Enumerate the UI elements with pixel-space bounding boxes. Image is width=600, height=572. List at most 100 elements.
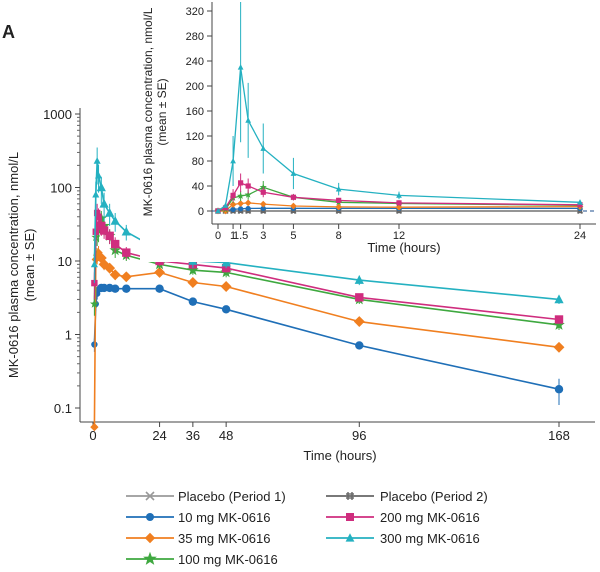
inset-y-label-line2: (mean ± SE) (155, 78, 169, 145)
main-data-point (554, 385, 564, 394)
legend-label: Placebo (Period 2) (380, 489, 488, 504)
main-data-point (97, 221, 106, 231)
main-data-point (122, 284, 131, 293)
legend-swatch-marker (346, 513, 354, 521)
inset-series (214, 2, 584, 215)
main-x-tick-label: 0 (89, 428, 96, 443)
main-data-point (187, 277, 199, 288)
inset-x-tick-label: 8 (336, 230, 342, 242)
inset-data-point (237, 192, 245, 200)
legend-swatch-marker (346, 492, 354, 500)
inset-data-point (230, 157, 236, 164)
main-y-tick-label: 100 (50, 181, 72, 196)
main-series-10-mg-mk-0616 (91, 283, 564, 405)
inset-data-point (290, 202, 297, 210)
inset-y-tick-label: 120 (186, 131, 204, 143)
inset-data-point (245, 205, 251, 212)
inset-data-point (237, 64, 244, 70)
inset-data-point (238, 180, 244, 186)
main-data-point (553, 341, 565, 353)
inset-x-tick-label: 1 (230, 230, 236, 242)
inset-x-tick-label: 3 (260, 230, 266, 242)
main-x-label: Time (hours) (303, 448, 376, 463)
inset-data-point (259, 183, 267, 191)
inset-y-tick-label: 160 (186, 106, 204, 118)
legend-swatch-marker (146, 513, 154, 521)
inset-background (140, 0, 598, 262)
main-y-label-line1: MK-0616 plasma concentration, nmol/L (6, 152, 21, 378)
main-data-point (109, 269, 121, 281)
inset-data-point (290, 194, 297, 200)
main-series-300-mg-mk-0616 (90, 147, 564, 304)
main-data-point (92, 190, 100, 198)
legend-label: 100 mg MK-0616 (178, 552, 278, 567)
legend-item-200-mg-mk-0616: 200 mg MK-0616 (326, 510, 480, 525)
inset-y-tick-label: 280 (186, 31, 204, 43)
legend-swatch-marker (144, 532, 156, 544)
main-data-point (110, 239, 120, 249)
inset-data-point (396, 200, 402, 206)
inset-x-tick-label: 0 (215, 230, 221, 242)
inset-data-point (245, 117, 252, 123)
legend-swatch-marker (345, 533, 355, 542)
inset-data-point (244, 190, 252, 198)
inset-y-tick-label: 80 (192, 156, 204, 168)
inset-x-label: Time (hours) (367, 240, 440, 255)
main-y-tick-label: 1 (65, 328, 72, 343)
main-x-tick-label: 36 (186, 428, 200, 443)
main-data-point (188, 297, 198, 306)
main-data-point (554, 315, 564, 324)
inset-series-line (217, 67, 581, 212)
inset-y-tick-label: 200 (186, 81, 204, 93)
legend-label: 300 mg MK-0616 (380, 531, 480, 546)
inset-data-point (577, 202, 583, 208)
main-data-point (122, 248, 131, 257)
main-data-point (353, 316, 365, 328)
main-data-point (90, 422, 99, 432)
inset-y-tick-label: 320 (186, 6, 204, 18)
inset-data-point (259, 200, 267, 208)
inset-data-point (336, 197, 342, 203)
main-data-point (553, 318, 565, 330)
inset-series-line (217, 207, 580, 212)
legend-label: 10 mg MK-0616 (178, 510, 271, 525)
main-data-point (93, 209, 101, 217)
inset-data-point (230, 192, 236, 198)
inset-data-point (237, 200, 245, 207)
main-series (89, 147, 565, 432)
main-data-point (104, 262, 116, 274)
legend-item-10-mg-mk-0616: 10 mg MK-0616 (126, 510, 271, 525)
inset-data-point (290, 170, 297, 176)
main-data-point (120, 271, 132, 283)
main-x-tick-label: 48 (219, 428, 233, 443)
main-data-point (355, 293, 364, 302)
legend-swatch-marker (145, 491, 155, 501)
inset-data-point (245, 183, 251, 189)
main-y-tick-label: 0.1 (54, 401, 72, 416)
inset-data-point (335, 203, 343, 211)
inset-x-tick-label: 5 (290, 230, 296, 242)
main-data-point (355, 341, 364, 350)
inset-y-label-line1: MK-0616 plasma concentration, nmol/L (141, 7, 155, 216)
inset-data-point (230, 206, 236, 212)
legend-item-placebo-period-2-: Placebo (Period 2) (326, 489, 488, 504)
inset-data-point (238, 206, 244, 212)
main-data-point (354, 275, 364, 284)
inset-data-point (577, 199, 583, 205)
inset-series-300-mg-mk-0616 (215, 2, 583, 214)
main-data-point (154, 266, 166, 278)
legend-swatch-marker (143, 551, 157, 565)
main-data-point (96, 182, 106, 192)
main-data-point (89, 299, 99, 308)
main-x-tick-label: 168 (548, 428, 570, 443)
legend-label: Placebo (Period 1) (178, 489, 286, 504)
legend-item-placebo-period-1-: Placebo (Period 1) (126, 489, 286, 504)
main-data-point (121, 226, 131, 236)
main-data-point (155, 284, 164, 293)
main-data-point (105, 207, 115, 217)
main-x-tick-label: 24 (152, 428, 166, 443)
inset-data-point (222, 202, 229, 208)
main-data-point (187, 264, 199, 276)
